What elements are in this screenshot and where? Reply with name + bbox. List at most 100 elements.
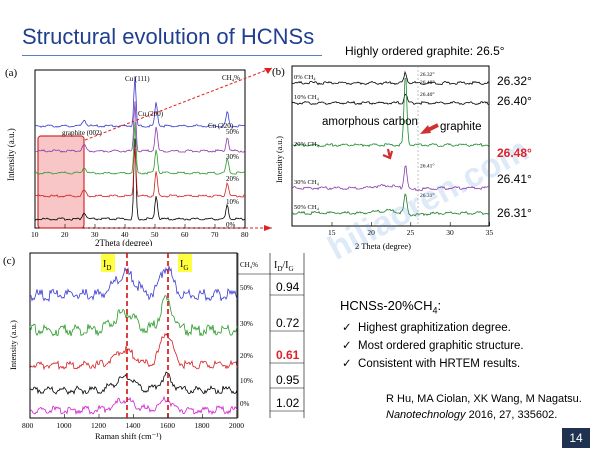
peak-cu200: Cu (200) (138, 110, 164, 118)
angle-label-2: 26.48° (497, 146, 532, 160)
table-ch4-0: 50% (240, 284, 253, 292)
xrd-xtick-6: 70 (211, 230, 219, 239)
raman-series-1 (29, 295, 238, 337)
raman-xtick-0: 800 (22, 421, 34, 430)
xrd-zoom-peak-label-2: 26.48° (420, 79, 435, 86)
xrd-legend-2: 20% (226, 175, 239, 183)
panel-a-legend-head: CH₄% (222, 74, 240, 82)
table-ratio-0: 0.94 (276, 280, 300, 294)
bullet-2: ✓ Consistent with HRTEM results. (342, 358, 521, 370)
bullet-0: ✓ Highest graphitization degree. (342, 322, 511, 334)
xrd-series-3 (34, 101, 246, 153)
raman-xtick-4: 1600 (160, 421, 175, 430)
xrd-xtick-1: 20 (61, 230, 69, 239)
raman-series-0 (29, 266, 238, 303)
band-g-label: IG (180, 259, 188, 272)
band-d-label: ID (103, 259, 111, 272)
raman-series-3 (29, 371, 238, 395)
panel-b-ylabel: Intensity (a.u.) (275, 136, 284, 183)
xrd-zoom-peak-label-1: 26.40° (420, 91, 435, 98)
table-ch4-4: 0% (240, 400, 250, 408)
table-ch4-2: 20% (240, 352, 253, 360)
panel-a-letter: (a) (5, 67, 18, 79)
xrd-zoom-xtick-4: 35 (486, 228, 494, 237)
xrd-xtick-5: 60 (181, 230, 189, 239)
peak-cu111: Cu (111) (125, 75, 150, 83)
xrd-zoom-series-label-3: 30% CH₄ (294, 179, 320, 186)
xrd-zoom-peak-label-0: 26.32° (420, 71, 435, 78)
table-ratio-2: 0.61 (276, 348, 300, 362)
table-ratio-3: 0.95 (276, 373, 300, 387)
xrd-xtick-7: 80 (241, 230, 249, 239)
xrd-zoom-series-label-1: 10% CH₄ (294, 94, 320, 101)
xrd-xtick-4: 50 (151, 230, 159, 239)
panel-a-xrd-chart: 10 20 30 40 50 60 70 80 (a) Intensity (a.u.) 2T… (5, 67, 249, 246)
xrd-zoom-series-0 (291, 70, 490, 86)
panel-c-xlabel: Raman shift (cm⁻¹) (95, 431, 162, 440)
peak-graphite002: graphite (002) (62, 129, 103, 137)
panel-b-letter: (b) (272, 66, 285, 78)
raman-xtick-5: 1800 (195, 421, 210, 430)
xrd-zoom-series-label-2: 20% CH₄ (294, 141, 320, 148)
table-ratio-4: 1.02 (276, 396, 300, 410)
xrd-legend-0: 0% (226, 221, 236, 229)
conclusion-heading: HCNSs-20%CH4: (340, 298, 442, 316)
annotation-amorphous-carbon: amorphous carbon (322, 116, 418, 128)
bullet-1: ✓ Most ordered graphitic structure. (342, 340, 524, 352)
xrd-xtick-0: 10 (31, 230, 39, 239)
xrd-legend-3: 30% (226, 153, 239, 161)
angle-label-1: 26.40° (497, 94, 532, 108)
xrd-zoom-series-2 (291, 77, 490, 148)
raman-xtick-1: 1000 (57, 421, 72, 430)
raman-xtick-2: 1200 (91, 421, 106, 430)
xrd-zoom-series-4 (292, 193, 490, 217)
peak-cu220: Cu (220) (208, 122, 234, 130)
table-head-ratio: ID/IG (274, 260, 294, 273)
reference-authors: R Hu, MA Ciolan, XK Wang, M Nagatsu. (386, 393, 582, 405)
page-number: 14 (562, 428, 590, 448)
xrd-zoom-peak-label-3: 26.41° (420, 163, 435, 170)
angle-label-0: 26.32° (497, 74, 532, 88)
angle-label-4: 26.31° (497, 206, 532, 220)
title-underline (22, 55, 322, 56)
table-ch4-3: 10% (240, 377, 253, 385)
reference-journal: Nanotechnology 2016, 27, 335602. (386, 409, 558, 421)
panel-b-xlabel: 2 Theta (degree) (355, 241, 411, 251)
panel-c-letter: (c) (3, 255, 16, 267)
xrd-zoom-xtick-0: 15 (328, 228, 336, 237)
table-head-ch4: CH₄% (240, 261, 258, 269)
xrd-zoom-series-3 (291, 165, 489, 192)
xrd-zoom-xtick-2: 25 (407, 228, 415, 237)
xrd-legend-1: 10% (226, 198, 239, 206)
xrd-zoom-series-label-0: 0% CH₄ (294, 74, 316, 81)
panel-b-xrd-zoom-chart: 15 20 25 30 35 (b) Intensity (a.u.) 2 Theta … (272, 65, 494, 251)
panel-c-ylabel: Intensity (a.u.) (8, 320, 18, 370)
panel-a-xlabel: 2Theta (degree) (95, 238, 152, 246)
xrd-series-4 (34, 75, 246, 128)
panel-a-ylabel: Intensity (a.u.) (6, 128, 16, 181)
graphite-reference-note: Highly ordered graphite: 26.5° (345, 44, 505, 58)
raman-xtick-3: 1400 (126, 421, 141, 430)
xrd-xtick-2: 30 (91, 230, 99, 239)
xrd-zoom-series-1 (291, 93, 490, 106)
xrd-xtick-3: 40 (121, 230, 129, 239)
slide-title: Structural evolution of HCNSs (22, 24, 315, 49)
panel-c-raman-chart: 800 1000 1200 1400 1600 1800 2000 (c) Intensit… (3, 252, 305, 440)
xrd-zoom-xtick-1: 20 (367, 228, 375, 237)
table-ch4-1: 30% (240, 320, 253, 328)
raman-series-2 (29, 332, 238, 371)
xrd-series-0 (34, 138, 246, 221)
xrd-legend-4: 50% (226, 128, 239, 136)
xrd-zoom-series-label-4: 50% CH₄ (294, 204, 320, 211)
xrd-series-1 (34, 146, 246, 198)
angle-label-3: 26.41° (497, 172, 532, 186)
xrd-zoom-xtick-3: 30 (446, 228, 454, 237)
xrd-zoom-peak-label-4: 26.31° (420, 192, 435, 199)
raman-xtick-6: 2000 (229, 421, 244, 430)
annotation-graphite: graphite (440, 121, 482, 133)
raman-series-4 (29, 395, 238, 416)
xrd-series-2 (34, 122, 246, 175)
table-ratio-1: 0.72 (276, 316, 300, 330)
